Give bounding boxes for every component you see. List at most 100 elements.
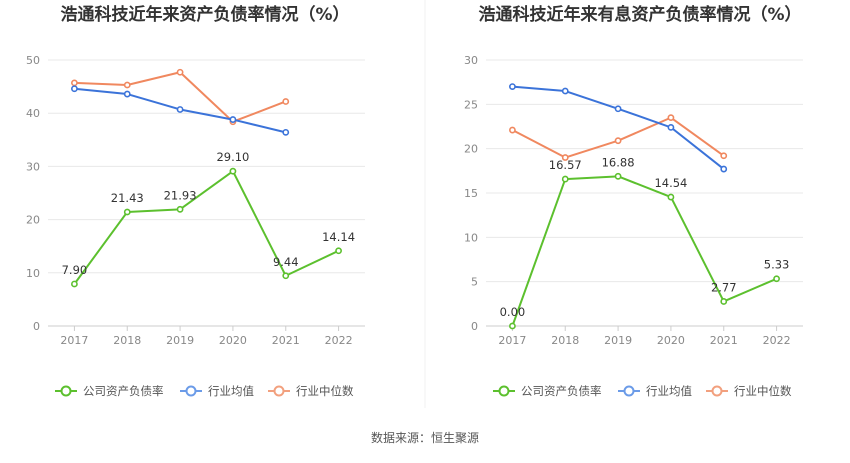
y-tick-label: 25: [464, 98, 478, 111]
data-point: [335, 247, 342, 255]
data-point: [667, 123, 675, 131]
data-label: 0.00: [500, 305, 526, 319]
y-tick-label: 5: [471, 276, 478, 289]
legend-label: 公司资产负债率: [521, 384, 602, 398]
x-tick-label: 2018: [113, 334, 141, 347]
legend-marker: [711, 385, 723, 397]
legend-label: 公司资产负债率: [83, 384, 164, 398]
data-point: [614, 137, 622, 145]
data-point: [282, 98, 290, 105]
data-label: 21.43: [111, 191, 144, 205]
data-label: 5.33: [764, 258, 790, 272]
x-tick-label: 2021: [710, 334, 738, 347]
data-point: [667, 114, 675, 122]
data-point: [509, 126, 516, 134]
x-tick-label: 2021: [272, 334, 300, 347]
legend-marker: [273, 385, 285, 397]
data-point: [614, 105, 622, 113]
legend: 公司资产负债率 行业均值 行业中位数: [55, 384, 354, 398]
y-axis-ticks: 0 5 10 15 20 25 30: [464, 54, 478, 333]
x-tick-label: 2020: [657, 334, 685, 347]
grid-lines: [486, 59, 803, 327]
data-point: [229, 116, 237, 123]
data-point: [561, 87, 569, 95]
data-label: 7.90: [62, 263, 88, 277]
data-point: [667, 193, 675, 201]
x-tick-label: 2020: [219, 334, 247, 347]
data-point: [71, 79, 78, 87]
y-tick-label: 10: [26, 267, 40, 280]
legend-marker: [498, 385, 510, 397]
data-point: [282, 272, 290, 280]
data-point: [123, 208, 131, 216]
data-point: [229, 167, 237, 175]
data-point: [561, 154, 569, 161]
legend-label: 行业中位数: [734, 384, 792, 398]
data-label: 16.88: [602, 155, 635, 169]
data-point: [720, 298, 728, 305]
data-point: [509, 83, 516, 90]
data-point: [720, 152, 728, 160]
y-tick-label: 30: [464, 54, 478, 67]
y-tick-label: 20: [464, 143, 478, 156]
data-label: 21.93: [164, 188, 197, 202]
series-line-company: [511, 175, 777, 327]
data-point: [282, 128, 290, 136]
data-point: [176, 106, 184, 113]
y-tick-label: 10: [464, 231, 478, 244]
data-point: [509, 322, 516, 330]
data-point: [773, 275, 780, 283]
source-note: 数据来源：恒生聚源: [371, 430, 479, 445]
data-label: 14.14: [322, 230, 355, 244]
data-label: 2.77: [711, 280, 737, 294]
series-line-industry-median: [74, 71, 287, 123]
legend-marker: [623, 385, 635, 397]
y-tick-label: 20: [26, 214, 40, 227]
x-tick-label: 2022: [763, 334, 791, 347]
y-tick-label: 40: [26, 107, 40, 120]
x-tick-label: 2022: [325, 334, 353, 347]
series-line-company: [73, 170, 340, 285]
data-label: 9.44: [273, 255, 299, 269]
x-tick-label: 2018: [551, 334, 579, 347]
data-point: [176, 205, 184, 213]
data-label: 29.10: [216, 150, 249, 164]
data-point: [123, 90, 131, 98]
y-tick-label: 15: [464, 187, 478, 200]
y-tick-label: 30: [26, 160, 40, 173]
y-tick-label: 0: [471, 320, 478, 333]
data-point: [176, 68, 184, 76]
x-tick-label: 2019: [166, 334, 194, 347]
data-point: [614, 172, 622, 180]
grid-lines: [48, 59, 365, 327]
x-axis-ticks: 2017 2018 2019 2020 2021 2022: [498, 326, 791, 347]
data-point: [561, 175, 569, 183]
legend-marker: [185, 385, 197, 397]
data-point: [71, 85, 78, 93]
series-layer: [71, 68, 342, 288]
series-layer: [509, 83, 780, 330]
chart-title: 浩通科技近年来有息资产负债率情况（%）: [478, 4, 801, 25]
x-axis-ticks: 2017 2018 2019 2020 2021 2022: [60, 326, 353, 347]
data-label: 16.57: [549, 158, 582, 172]
x-tick-label: 2019: [604, 334, 632, 347]
legend-label: 行业中位数: [296, 384, 354, 398]
data-point: [71, 280, 78, 288]
data-labels: 7.90 21.43 21.93 29.10 9.44 14.14: [62, 150, 355, 277]
data-label: 14.54: [654, 176, 687, 190]
legend-marker: [60, 385, 72, 397]
data-labels: 0.00 16.57 16.88 14.54 2.77 5.33: [500, 155, 790, 319]
legend-label: 行业均值: [646, 384, 692, 398]
x-tick-label: 2017: [60, 334, 88, 347]
chart-title: 浩通科技近年来资产负债率情况（%）: [60, 4, 349, 25]
y-tick-label: 50: [26, 54, 40, 67]
data-point: [123, 81, 131, 89]
data-point: [720, 165, 728, 173]
y-tick-label: 0: [33, 320, 40, 333]
legend: 公司资产负债率 行业均值 行业中位数: [493, 384, 792, 398]
x-tick-label: 2017: [498, 334, 526, 347]
legend-label: 行业均值: [208, 384, 254, 398]
